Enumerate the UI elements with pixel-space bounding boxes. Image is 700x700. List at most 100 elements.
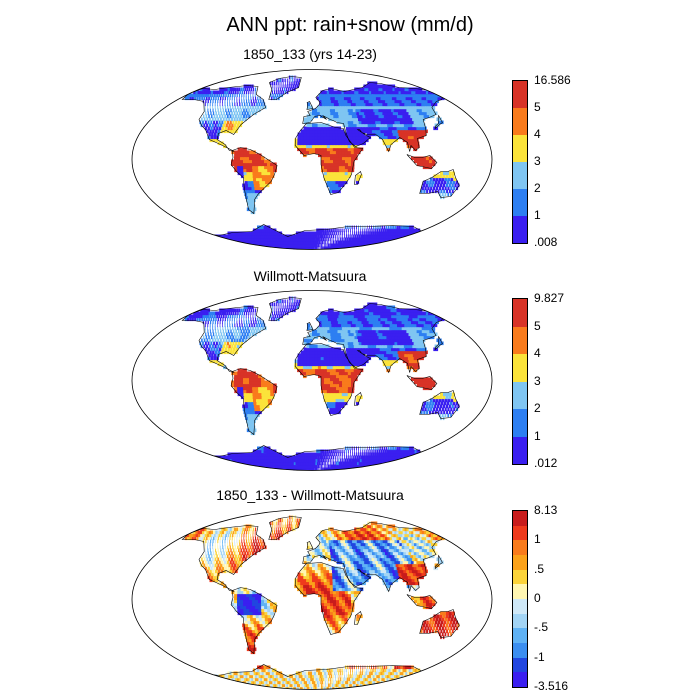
grid-cell <box>417 159 421 164</box>
grid-cell <box>320 126 324 131</box>
grid-cell <box>387 356 392 361</box>
grid-cell <box>334 231 336 236</box>
grid-cell <box>356 326 362 331</box>
grid-cell <box>218 347 222 352</box>
grid-cell <box>347 374 352 379</box>
grid-cell <box>386 365 390 370</box>
grid-cell <box>358 332 364 337</box>
grid-cell <box>255 174 260 179</box>
grid-cell <box>189 317 192 322</box>
grid-cell <box>323 99 328 104</box>
grid-cell <box>392 228 395 233</box>
grid-cell <box>306 353 310 358</box>
grid-cell <box>249 332 252 337</box>
grid-cell <box>309 105 313 110</box>
grid-cell <box>281 87 283 92</box>
grid-cell <box>310 452 313 457</box>
grid-cell <box>297 231 302 236</box>
grid-cell <box>210 317 213 322</box>
grid-cell <box>399 231 404 236</box>
grid-cell <box>276 90 278 95</box>
grid-cell <box>363 467 373 471</box>
grid-cell <box>332 356 336 361</box>
grid-cell <box>353 138 357 143</box>
grid-cell <box>350 141 355 146</box>
grid-cell <box>207 108 209 113</box>
grid-cell <box>367 467 377 471</box>
grid-cell <box>320 458 323 463</box>
grid-cell <box>355 180 360 185</box>
grid-cell <box>360 246 369 250</box>
grid-cell <box>333 153 337 158</box>
grid-cell <box>366 338 371 343</box>
grid-cell <box>306 114 310 119</box>
grid-cell <box>306 347 310 352</box>
grid-cell <box>312 138 316 143</box>
grid-cell <box>329 398 334 403</box>
grid-cell <box>361 111 366 116</box>
grid-cell <box>313 461 316 466</box>
grid-cell <box>318 371 322 376</box>
grid-cell <box>379 105 385 110</box>
grid-cell <box>426 401 429 406</box>
grid-cell <box>228 338 231 343</box>
grid-cell <box>351 159 355 164</box>
grid-cell <box>279 308 281 313</box>
grid-cell <box>351 350 356 355</box>
grid-cell <box>377 464 385 469</box>
grid-cell <box>385 332 390 337</box>
grid-cell <box>234 96 235 101</box>
grid-cell <box>300 350 304 355</box>
grid-cell <box>351 344 355 349</box>
grid-cell <box>214 240 226 245</box>
grid-cell <box>323 467 325 471</box>
grid-cell <box>250 416 255 421</box>
grid-cell <box>301 231 305 236</box>
grid-cell <box>335 404 339 409</box>
grid-cell <box>324 228 327 233</box>
grid-cell <box>345 344 350 349</box>
grid-cell <box>398 117 404 122</box>
grid-cell <box>326 467 329 471</box>
grid-cell <box>359 395 363 400</box>
grid-cell <box>427 186 430 191</box>
grid-cell <box>322 228 325 233</box>
grid-cell <box>329 350 333 355</box>
grid-cell <box>193 90 197 95</box>
grid-cell <box>348 344 353 349</box>
grid-cell <box>309 117 313 122</box>
grid-cell <box>323 126 327 131</box>
grid-cell <box>232 329 235 334</box>
grid-cell <box>327 374 331 379</box>
grid-cell <box>312 237 315 242</box>
grid-cell <box>317 461 319 466</box>
grid-cell <box>335 180 339 185</box>
grid-cell <box>372 341 377 346</box>
grid-cell <box>404 132 409 137</box>
grid-cell <box>381 353 386 358</box>
grid-cell <box>318 464 320 469</box>
grid-cell <box>370 102 375 107</box>
grid-cell <box>358 102 363 107</box>
grid-cell <box>279 87 281 92</box>
grid-cell <box>306 132 310 137</box>
grid-cell <box>327 114 332 119</box>
grid-cell <box>394 129 399 134</box>
grid-cell <box>338 389 343 394</box>
grid-cell <box>445 395 449 400</box>
grid-cell <box>340 99 345 104</box>
grid-cell <box>432 99 439 104</box>
grid-cell <box>203 96 206 101</box>
grid-cell <box>207 320 209 325</box>
grid-cell <box>317 332 321 337</box>
grid-cell <box>352 228 353 233</box>
grid-cell <box>245 108 248 113</box>
grid-cell <box>232 105 234 110</box>
grid-cell <box>384 132 389 137</box>
grid-cell <box>350 362 355 367</box>
grid-cell <box>303 240 307 245</box>
grid-cell <box>231 159 235 164</box>
grid-cell <box>443 180 447 185</box>
grid-cell <box>274 311 276 316</box>
grid-cell <box>434 183 437 188</box>
